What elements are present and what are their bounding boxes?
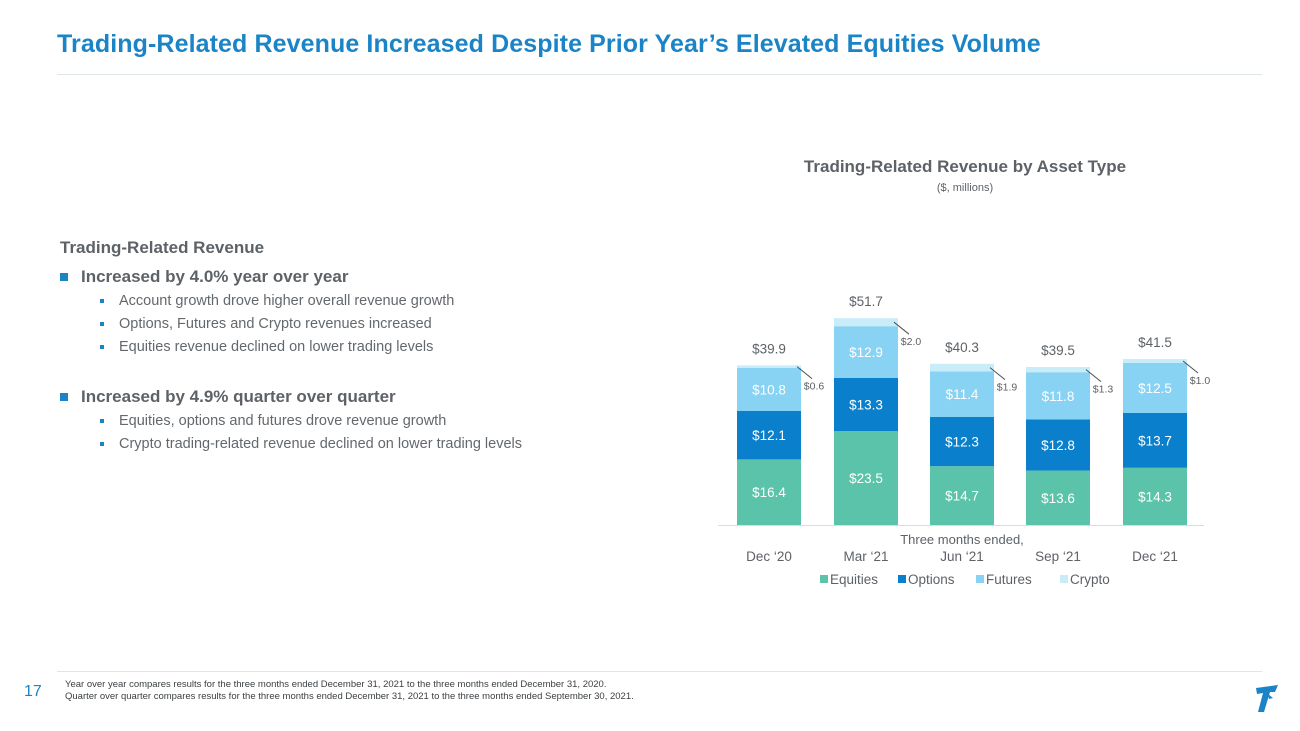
bar-value-label: $11.8 bbox=[1042, 389, 1075, 404]
bar-value-label: $12.9 bbox=[849, 345, 883, 360]
crypto-value-label: $0.6 bbox=[804, 381, 825, 393]
crypto-value-label: $1.9 bbox=[997, 382, 1018, 394]
bar-equities bbox=[1123, 467, 1187, 525]
total-label: $41.5 bbox=[1138, 335, 1172, 350]
chart-title: Trading-Related Revenue by Asset Type bbox=[803, 157, 1127, 176]
total-label: $40.3 bbox=[945, 340, 979, 355]
bar-value-label: $13.7 bbox=[1138, 433, 1172, 448]
legend-swatch-equities bbox=[820, 575, 828, 583]
bar-value-label: $10.8 bbox=[752, 382, 786, 397]
bar-futures bbox=[1123, 363, 1187, 413]
x-tick-label: Dec ‘20 bbox=[746, 549, 792, 564]
page-number: 17 bbox=[24, 683, 42, 700]
square-bullet-icon bbox=[60, 273, 68, 281]
bar-crypto bbox=[930, 363, 994, 372]
tastytrade-logo-icon bbox=[1256, 685, 1278, 712]
crypto-value-label: $2.0 bbox=[901, 336, 922, 348]
bar-value-label: $23.5 bbox=[849, 471, 883, 486]
stacked-bar-chart: $16.4 $12.1 $10.8 $0.6 $39.9 Dec ‘20 $23.5 $13.… bbox=[718, 294, 1211, 587]
total-label: $39.5 bbox=[1041, 343, 1075, 358]
legend-label-options: Options bbox=[908, 572, 955, 587]
sub-bullet-text: Equities, options and futures drove reve… bbox=[119, 412, 447, 429]
total-label: $51.7 bbox=[849, 294, 883, 309]
bar-options bbox=[737, 411, 801, 460]
small-square-bullet-icon bbox=[100, 321, 104, 326]
bar-options bbox=[834, 377, 898, 431]
crypto-value-label: $1.0 bbox=[1190, 375, 1211, 387]
bar-value-label: $13.3 bbox=[849, 397, 883, 412]
bar-crypto bbox=[737, 365, 801, 368]
footer-divider bbox=[57, 671, 1262, 672]
bar-value-label: $12.3 bbox=[945, 435, 979, 450]
bar-equities bbox=[834, 431, 898, 525]
bar-value-label: $14.3 bbox=[1138, 489, 1172, 504]
bar-futures bbox=[834, 326, 898, 378]
page-title: Trading-Related Revenue Increased Despit… bbox=[57, 30, 1041, 58]
x-tick-label: Jun ‘21 bbox=[940, 549, 984, 564]
crypto-callout-line bbox=[989, 367, 1006, 380]
bar-value-label: $12.8 bbox=[1041, 438, 1075, 453]
legend-label-equities: Equities bbox=[830, 572, 878, 587]
sub-bullet: Equities revenue declined on lower tradi… bbox=[60, 335, 620, 358]
bar-futures bbox=[737, 367, 801, 411]
sub-bullet: Crypto trading-related revenue declined … bbox=[60, 432, 620, 455]
crypto-callout-line bbox=[893, 321, 910, 335]
sub-bullet: Equities, options and futures drove reve… bbox=[60, 409, 620, 432]
bullet-yoy-label: Increased by 4.0% year over year bbox=[81, 267, 349, 286]
sub-bullet-text: Options, Futures and Crypto revenues inc… bbox=[119, 315, 432, 332]
sub-bullet: Options, Futures and Crypto revenues inc… bbox=[60, 312, 620, 335]
bullet-yoy: Increased by 4.0% year over year bbox=[60, 265, 620, 289]
chart-subtitle: ($, millions) bbox=[936, 182, 994, 194]
sub-bullet-text: Account growth drove higher overall reve… bbox=[119, 292, 455, 309]
legend-label-futures: Futures bbox=[986, 572, 1032, 587]
x-tick-label: Mar ‘21 bbox=[843, 549, 888, 564]
bar-futures bbox=[930, 371, 994, 417]
bullet-qoq: Increased by 4.9% quarter over quarter bbox=[60, 385, 620, 409]
footnote-yoy: Year over year compares results for the … bbox=[65, 679, 607, 690]
footnote-qoq: Quarter over quarter compares results fo… bbox=[65, 691, 634, 702]
title-divider bbox=[57, 74, 1262, 75]
summary-bullets: Trading-Related Revenue Increased by 4.0… bbox=[60, 238, 620, 455]
small-square-bullet-icon bbox=[100, 441, 104, 446]
small-square-bullet-icon bbox=[100, 298, 104, 303]
total-label: $39.9 bbox=[752, 341, 786, 356]
bar-options bbox=[1123, 413, 1187, 468]
bar-crypto bbox=[1123, 359, 1187, 363]
bullet-qoq-label: Increased by 4.9% quarter over quarter bbox=[81, 387, 396, 406]
legend-swatch-futures bbox=[976, 575, 984, 583]
x-axis-label: Three months ended, bbox=[900, 532, 1024, 547]
bar-equities bbox=[930, 466, 994, 525]
bar-value-label: $11.4 bbox=[946, 387, 979, 402]
bar-futures bbox=[1026, 372, 1090, 420]
bar-value-label: $12.1 bbox=[752, 428, 786, 443]
small-square-bullet-icon bbox=[100, 418, 104, 423]
legend-label-crypto: Crypto bbox=[1070, 572, 1110, 587]
bar-value-label: $12.5 bbox=[1138, 381, 1172, 396]
bar-value-label: $13.6 bbox=[1041, 491, 1075, 506]
bar-value-label: $14.7 bbox=[945, 489, 979, 504]
crypto-callout-line bbox=[1085, 369, 1102, 382]
bar-equities bbox=[1026, 470, 1090, 525]
bar-crypto bbox=[834, 318, 898, 327]
bar-equities bbox=[737, 459, 801, 525]
bar-value-label: $16.4 bbox=[752, 485, 786, 500]
footnotes: Year over year compares results for the … bbox=[65, 679, 634, 703]
x-tick-label: Sep ‘21 bbox=[1035, 549, 1081, 564]
legend-swatch-options bbox=[898, 575, 906, 583]
bar-options bbox=[930, 417, 994, 467]
legend-swatch-crypto bbox=[1060, 575, 1068, 583]
x-tick-label: Dec ‘21 bbox=[1132, 549, 1178, 564]
crypto-value-label: $1.3 bbox=[1093, 384, 1114, 396]
sub-bullet: Account growth drove higher overall reve… bbox=[60, 289, 620, 312]
sub-bullet-text: Equities revenue declined on lower tradi… bbox=[119, 338, 434, 355]
summary-heading: Trading-Related Revenue bbox=[60, 238, 265, 257]
square-bullet-icon bbox=[60, 393, 68, 401]
bar-crypto bbox=[1026, 367, 1090, 373]
small-square-bullet-icon bbox=[100, 344, 104, 349]
crypto-callout-line bbox=[1182, 360, 1199, 374]
crypto-callout-line bbox=[796, 366, 813, 379]
sub-bullet-text: Crypto trading-related revenue declined … bbox=[119, 435, 523, 452]
bar-options bbox=[1026, 419, 1090, 471]
